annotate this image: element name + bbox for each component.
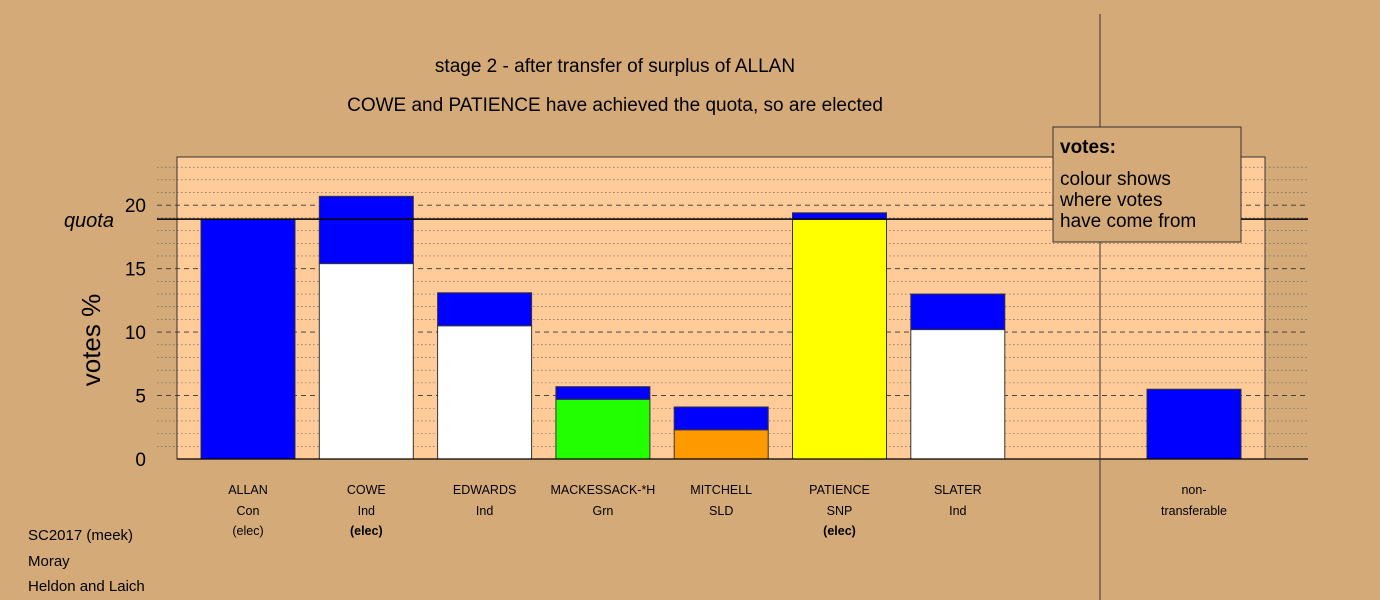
legend-title: votes: bbox=[1060, 137, 1116, 158]
candidate-status: (elec) bbox=[232, 524, 263, 538]
bar-nontransferable-segment-0 bbox=[1146, 388, 1242, 460]
candidate-name: MACKESSACK-*H bbox=[550, 483, 655, 497]
candidate-party: Ind bbox=[949, 504, 966, 518]
nontransferable-label-2: transferable bbox=[1161, 504, 1227, 518]
y-ticks: 0 5 10 15 20 bbox=[125, 196, 146, 471]
bar-cowe-segment-0 bbox=[318, 263, 414, 460]
bar-patience-segment-0 bbox=[792, 218, 887, 460]
candidate-party: Ind bbox=[476, 504, 493, 518]
y-tick-label: 10 bbox=[125, 323, 146, 344]
legend-box bbox=[1052, 126, 1242, 243]
bar-cowe-segment-1 bbox=[318, 195, 414, 265]
bar-edwards-segment-1 bbox=[437, 292, 533, 327]
footer-line-1: SC2017 (meek) bbox=[28, 527, 133, 544]
bar-mackessack-h-segment-1 bbox=[555, 386, 651, 400]
footer-line-3: Heldon and Laich bbox=[28, 578, 145, 595]
candidate-party: SNP bbox=[827, 504, 853, 518]
bar-mitchell-segment-0 bbox=[673, 429, 769, 460]
chart-subtitle: COWE and PATIENCE have achieved the quot… bbox=[347, 95, 883, 116]
candidate-name: COWE bbox=[347, 483, 386, 497]
nontransferable-label-1: non- bbox=[1181, 483, 1206, 497]
candidate-name: ALLAN bbox=[228, 483, 268, 497]
y-axis-label: votes % bbox=[76, 294, 106, 387]
candidate-name: MITCHELL bbox=[690, 483, 752, 497]
bar-slater-segment-0 bbox=[910, 329, 1006, 460]
candidate-party: Grn bbox=[592, 504, 613, 518]
legend-line-3: have come from bbox=[1060, 211, 1196, 232]
candidate-name: PATIENCE bbox=[809, 483, 870, 497]
bar-edwards-segment-0 bbox=[437, 325, 533, 460]
legend-line-1: colour shows bbox=[1060, 169, 1171, 190]
candidate-party: SLD bbox=[709, 504, 733, 518]
bar-slater-segment-1 bbox=[910, 293, 1006, 331]
bar-allan-segment-0 bbox=[200, 218, 296, 460]
footer-line-2: Moray bbox=[28, 553, 70, 570]
category-labels: ALLAN Con (elec) COWE Ind (elec) EDWARDS Ind MAC… bbox=[228, 483, 1227, 538]
legend-line-2: where votes bbox=[1059, 190, 1162, 211]
bar-patience-segment-1 bbox=[792, 212, 887, 220]
candidate-name: SLATER bbox=[934, 483, 982, 497]
y-tick-label: 0 bbox=[135, 450, 146, 471]
quota-label: quota bbox=[64, 210, 114, 232]
legend: votes: colour shows where votes have com… bbox=[1052, 126, 1242, 243]
candidate-status: (elec) bbox=[823, 524, 856, 538]
bar-mitchell-segment-1 bbox=[673, 406, 769, 431]
y-tick-label: 20 bbox=[125, 196, 146, 217]
bar-mackessack-h-segment-0 bbox=[555, 398, 651, 460]
y-tick-label: 15 bbox=[125, 260, 146, 281]
candidate-party: Ind bbox=[358, 504, 375, 518]
candidate-party: Con bbox=[237, 504, 260, 518]
candidate-status: (elec) bbox=[350, 524, 383, 538]
y-tick-label: 5 bbox=[135, 387, 146, 408]
chart-title: stage 2 - after transfer of surplus of A… bbox=[435, 56, 795, 77]
candidate-name: EDWARDS bbox=[453, 483, 516, 497]
